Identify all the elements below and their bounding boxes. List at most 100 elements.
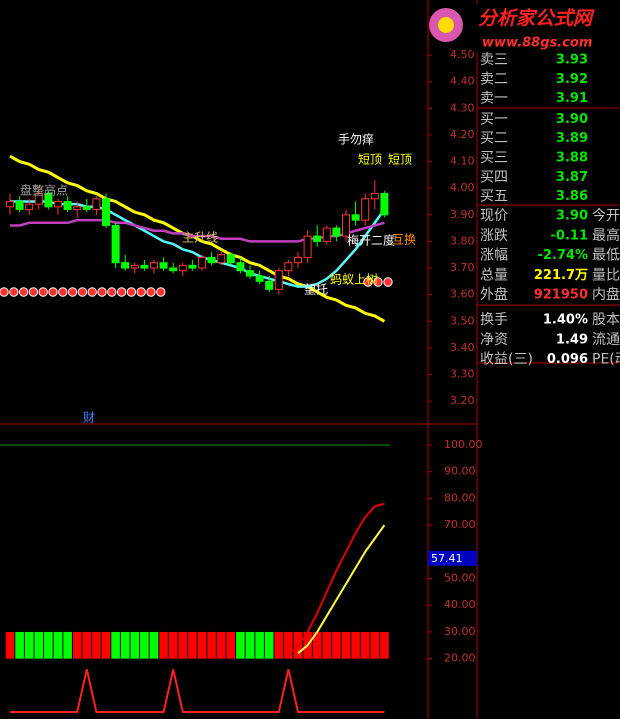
signal-bar [72,631,82,659]
candle-body [188,264,197,269]
order-label: 卖二 [480,71,508,87]
candle-body [6,200,14,208]
logo-title: 分析家公式网 [478,8,595,30]
candle-body [294,256,302,264]
candle-body [303,235,312,258]
candle-body [73,206,82,210]
candle-body [15,200,24,210]
buy-marker [126,287,137,297]
logo-icon [438,17,454,33]
quote-label: PE(动 [592,352,620,368]
y-tick-label: 3.80 [450,234,475,247]
y-tick-label: 4.10 [450,155,475,168]
signal-bar [92,631,101,659]
signal-bar [53,631,63,659]
candle-body [102,198,110,226]
candle-body [217,254,226,264]
quote-label: 内盘 [592,286,620,303]
signal-bar [34,631,44,659]
y-tick-label: 4.50 [450,48,475,61]
order-label: 买一 [480,111,508,127]
order-price: 3.86 [556,189,588,204]
quote-label: 流通 [592,332,620,348]
candle-body [92,198,101,210]
annotation: 互换 [392,233,416,247]
candle-body [130,264,139,269]
buy-marker [0,287,9,297]
buy-marker [363,277,373,287]
order-price: 3.92 [556,72,588,87]
signal-bar [159,631,168,659]
candle-body [226,254,235,264]
y-tick-label: 90.00 [444,465,476,478]
candle-body [284,262,293,272]
signal-bar [360,631,370,659]
annotation: 望托 [304,283,328,297]
annotation: 财 [83,411,95,425]
signal-bar [226,631,236,659]
order-label: 卖三 [480,52,508,68]
order-label: 买三 [480,150,508,166]
candle-body [140,264,149,269]
candle-body [54,200,62,208]
candle-body [63,200,72,210]
signal-bar [245,631,255,659]
quote-value: 921950 [534,288,588,303]
candle-body [351,214,360,221]
annotation: 短顶 [358,153,382,167]
y-tick-label: 80.00 [444,491,476,504]
signal-bar [236,631,245,659]
quote-label: 涨幅 [480,248,508,264]
candle-body [198,256,206,269]
candle-body [207,256,216,264]
ma-line [10,218,385,243]
candle-body [178,264,187,272]
y-tick-label: 4.20 [450,128,475,141]
quote-value: 0.096 [547,352,588,367]
signal-bar [188,631,197,659]
annotation: 短顶 [388,153,412,167]
candle-body [236,262,245,272]
annotation: 手勿痒 [338,132,374,147]
candle-body [159,262,168,269]
y-tick-label: 4.30 [450,101,475,114]
candle-body [265,280,274,290]
candle-body [34,193,43,205]
candle-body [255,275,264,282]
buy-marker [107,287,117,297]
current-value-box [428,550,477,566]
signal-bar [380,631,389,659]
candle-body [169,267,178,272]
signal-bar [351,631,360,659]
signal-bar [370,631,380,659]
quote-label: 收益(三) [480,352,533,368]
quote-label: 外盘 [480,286,508,303]
order-price: 3.89 [556,131,588,146]
y-tick-label: 30.00 [444,625,476,638]
signal-bar [101,631,111,659]
indicator-line [297,524,386,655]
signal-bar [341,631,351,659]
ma-line [9,154,386,323]
quote-label: 总量 [480,267,508,283]
buy-marker [67,287,78,297]
buy-marker [77,287,88,297]
candle-body [246,270,254,277]
signal-bar [130,631,140,659]
ma-line [10,200,386,288]
annotation: 盘整高点 [20,183,68,198]
signal-bar [15,631,24,659]
quote-value: 1.40% [543,313,588,328]
y-tick-label: 3.90 [450,208,475,221]
quote-label: 量比 [592,267,620,283]
order-price: 3.93 [556,53,588,68]
order-price: 3.91 [556,91,588,106]
logo: 分析家公式网 www.88gs.com [429,4,620,52]
pulse-line [10,669,385,714]
signal-bar [82,631,92,659]
buy-marker [28,287,39,297]
quote-value: 221.7万 [534,268,588,283]
buy-marker [146,287,156,297]
signal-bar [264,631,274,659]
